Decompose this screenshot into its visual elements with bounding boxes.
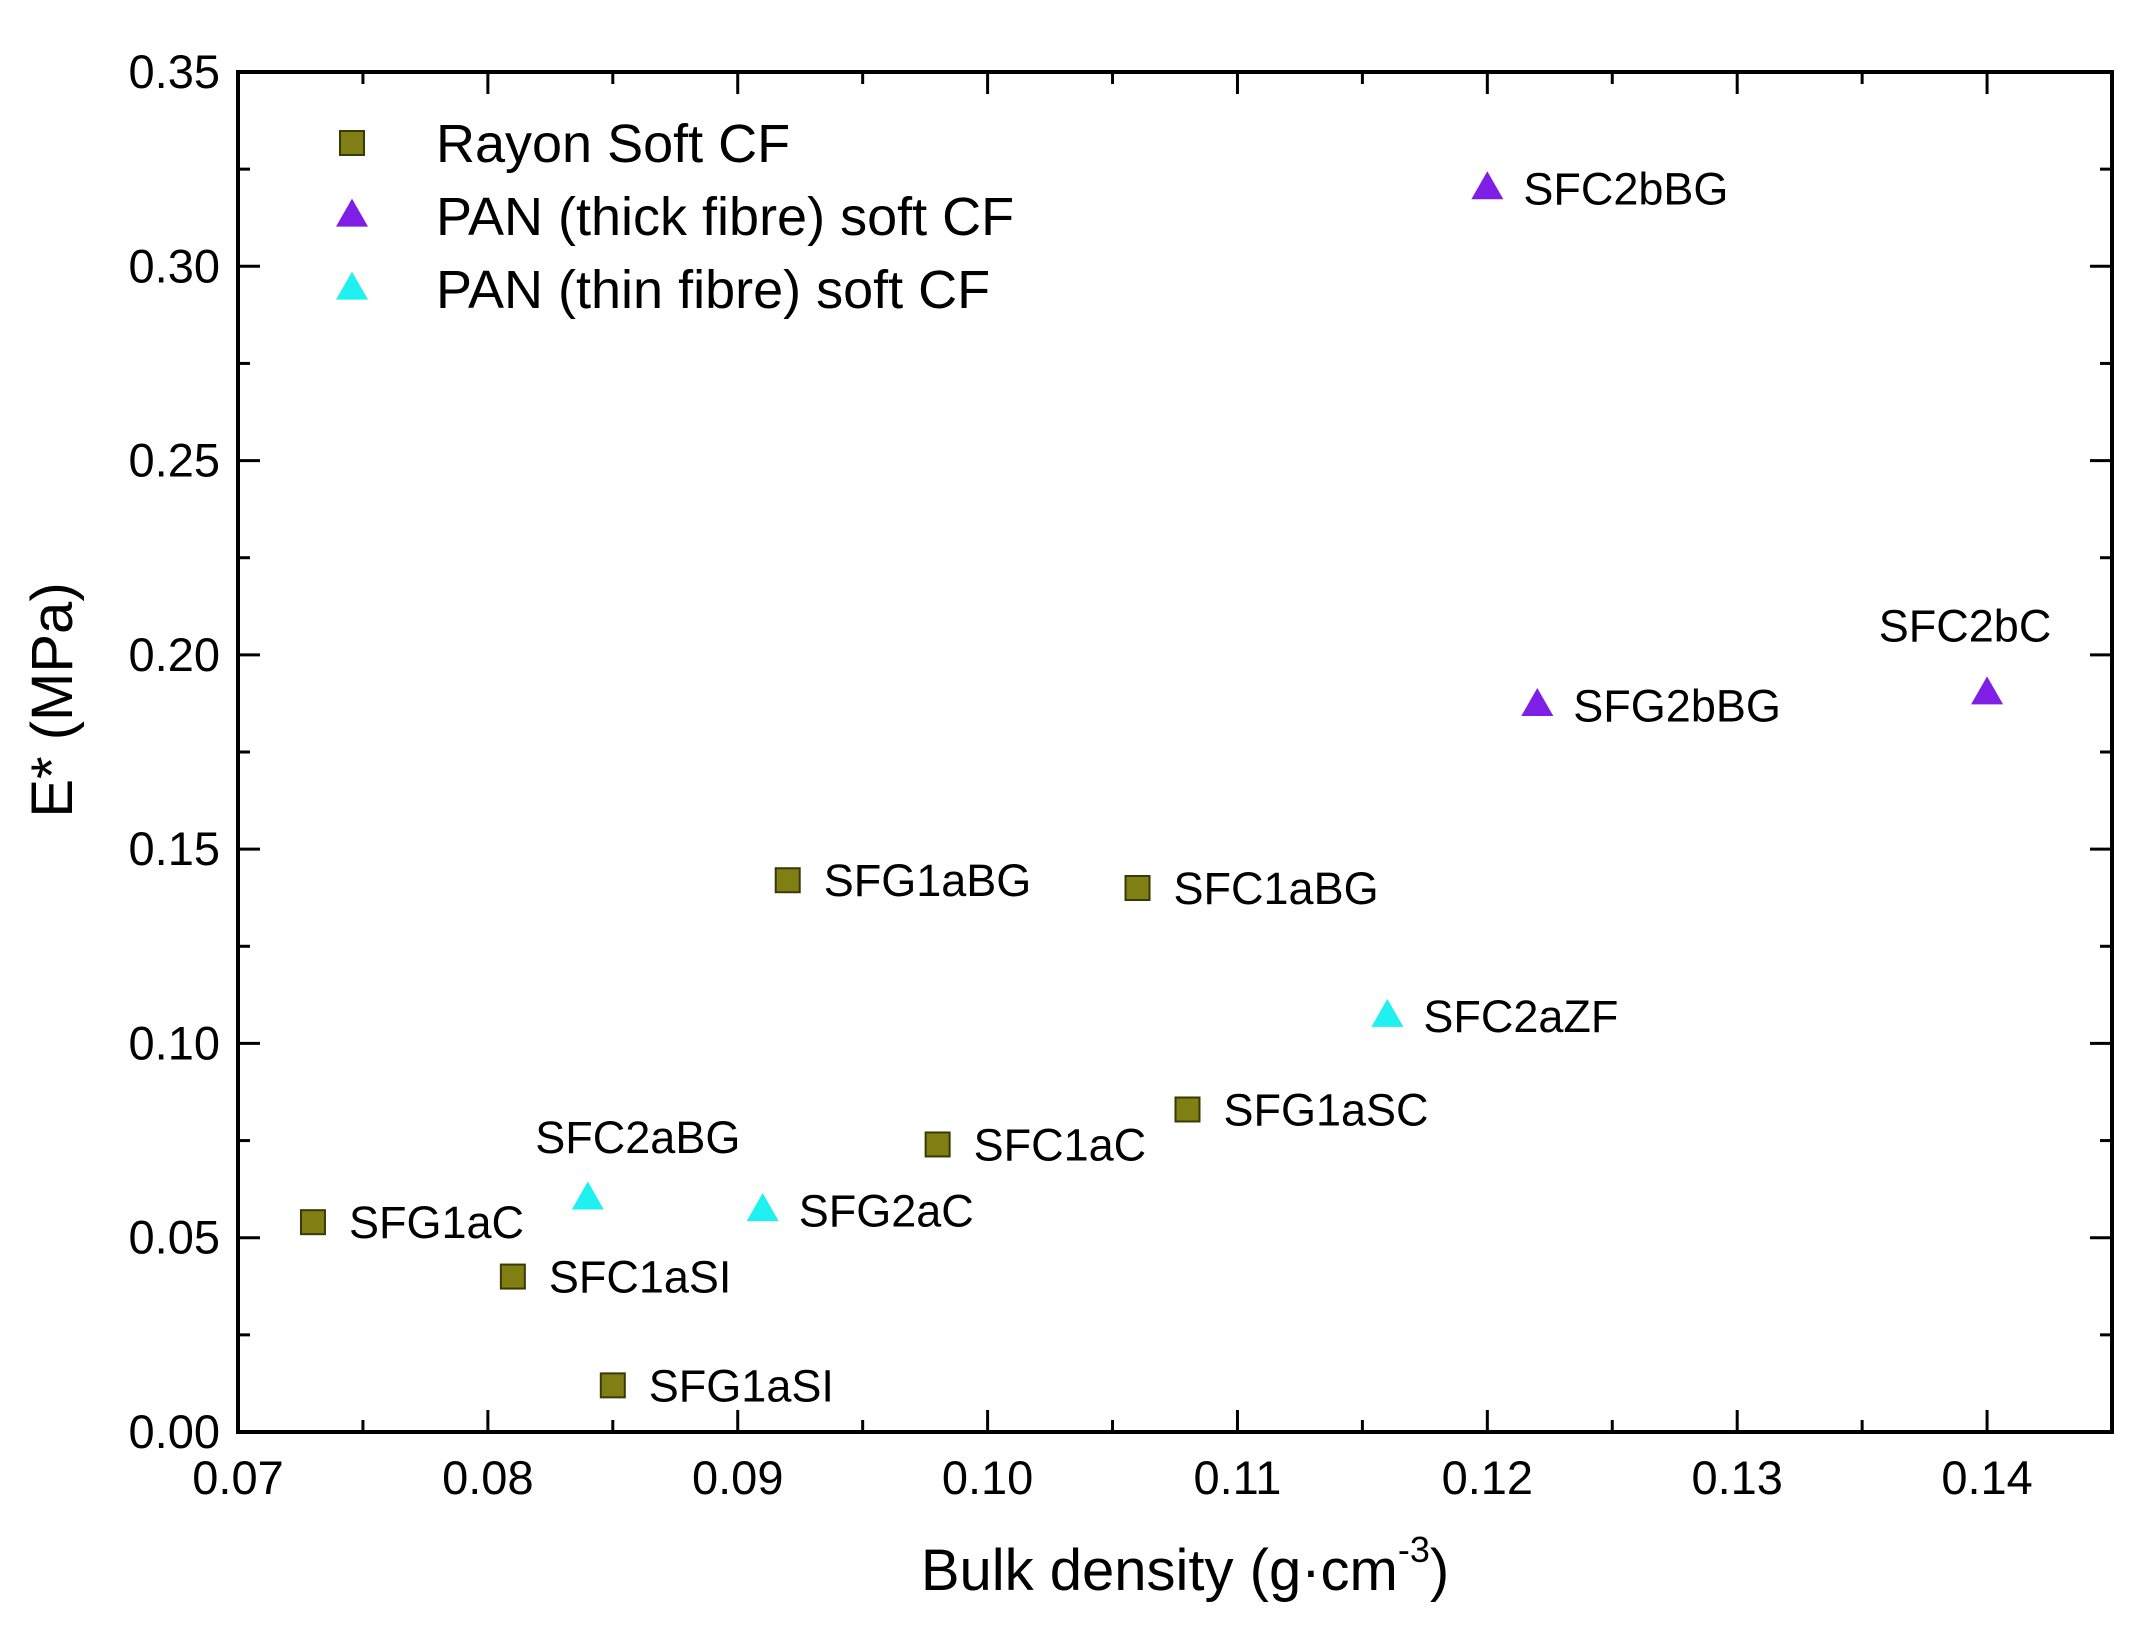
square-marker [1174,1096,1201,1123]
x-tick-label: 0.11 [1193,1451,1281,1504]
point-label: SFC1aBG [1174,863,1379,914]
legend-triangle-marker [336,271,368,300]
y-tick-label: 0.35 [129,45,220,98]
x-axis-title-close: ) [1430,1538,1449,1603]
x-tick-label: 0.13 [1691,1451,1782,1504]
triangle-marker [1471,171,1504,200]
point-label: SFC1aSI [549,1252,732,1303]
square-marker [599,1372,626,1399]
x-axis-title: Bulk density (g·cm-3) [921,1529,1449,1603]
y-tick-label: 0.30 [129,239,220,292]
x-tick-label: 0.07 [192,1451,283,1504]
point-label: SFG1aSI [649,1360,834,1411]
square-marker [774,867,801,894]
point-label: SFC2aBG [535,1112,740,1163]
x-axis-title-main: Bulk density (g·cm [921,1538,1398,1603]
x-tick-label: 0.08 [442,1451,533,1504]
y-tick-label: 0.25 [129,434,220,487]
x-tick-label: 0.09 [692,1451,783,1504]
y-tick-label: 0.05 [129,1211,220,1264]
square-marker [499,1263,526,1290]
legend: Rayon Soft CF PAN (thick fibre) soft CF PA… [336,114,1014,320]
square-marker [299,1209,326,1236]
legend-label: PAN (thin fibre) soft CF [436,260,990,320]
point-label: SFC2bBG [1523,164,1728,215]
square-marker [1124,875,1151,901]
square-marker [924,1131,951,1158]
y-tick-label: 0.20 [129,628,220,681]
legend-label: Rayon Soft CF [436,114,790,174]
data-points [299,171,2004,1399]
x-tick-label: 0.14 [1941,1451,2032,1504]
x-tick-label: 0.12 [1442,1451,1533,1504]
tick-labels: 0.07 0.08 0.09 0.10 0.11 0.12 0.13 0.14 0.00 0.05… [129,45,2033,1504]
triangle-marker [1521,688,1554,717]
point-label: SFC2aZF [1423,991,1618,1042]
legend-label: PAN (thick fibre) soft CF [436,187,1014,247]
plot-frame [236,70,2114,1434]
x-axis-title-superscript: -3 [1398,1529,1430,1570]
point-label: SFG1aC [349,1197,524,1248]
triangle-marker [1971,676,2004,705]
point-label: SFC2bC [1879,601,2052,652]
y-tick-label: 0.00 [129,1405,220,1458]
legend-square-marker [339,130,365,156]
triangle-marker [746,1193,779,1222]
point-labels: SFG1aC SFC1aSI SFG1aSI SFG1aBG SFC1aC SFC1aBG… [349,164,2051,1412]
point-label: SFC1aC [974,1119,1147,1170]
triangle-marker [1371,998,1404,1027]
y-tick-label: 0.10 [129,1016,220,1069]
y-axis-title: E* (MPa) [20,582,85,817]
legend-triangle-marker [336,198,368,227]
x-tick-label: 0.10 [942,1451,1033,1504]
point-label: SFG2bBG [1573,680,1781,731]
y-tick-label: 0.15 [129,822,220,875]
point-label: SFG1aSC [1223,1084,1428,1135]
triangle-marker [571,1181,604,1210]
point-label: SFG1aBG [824,855,1032,906]
point-label: SFG2aC [799,1186,974,1237]
